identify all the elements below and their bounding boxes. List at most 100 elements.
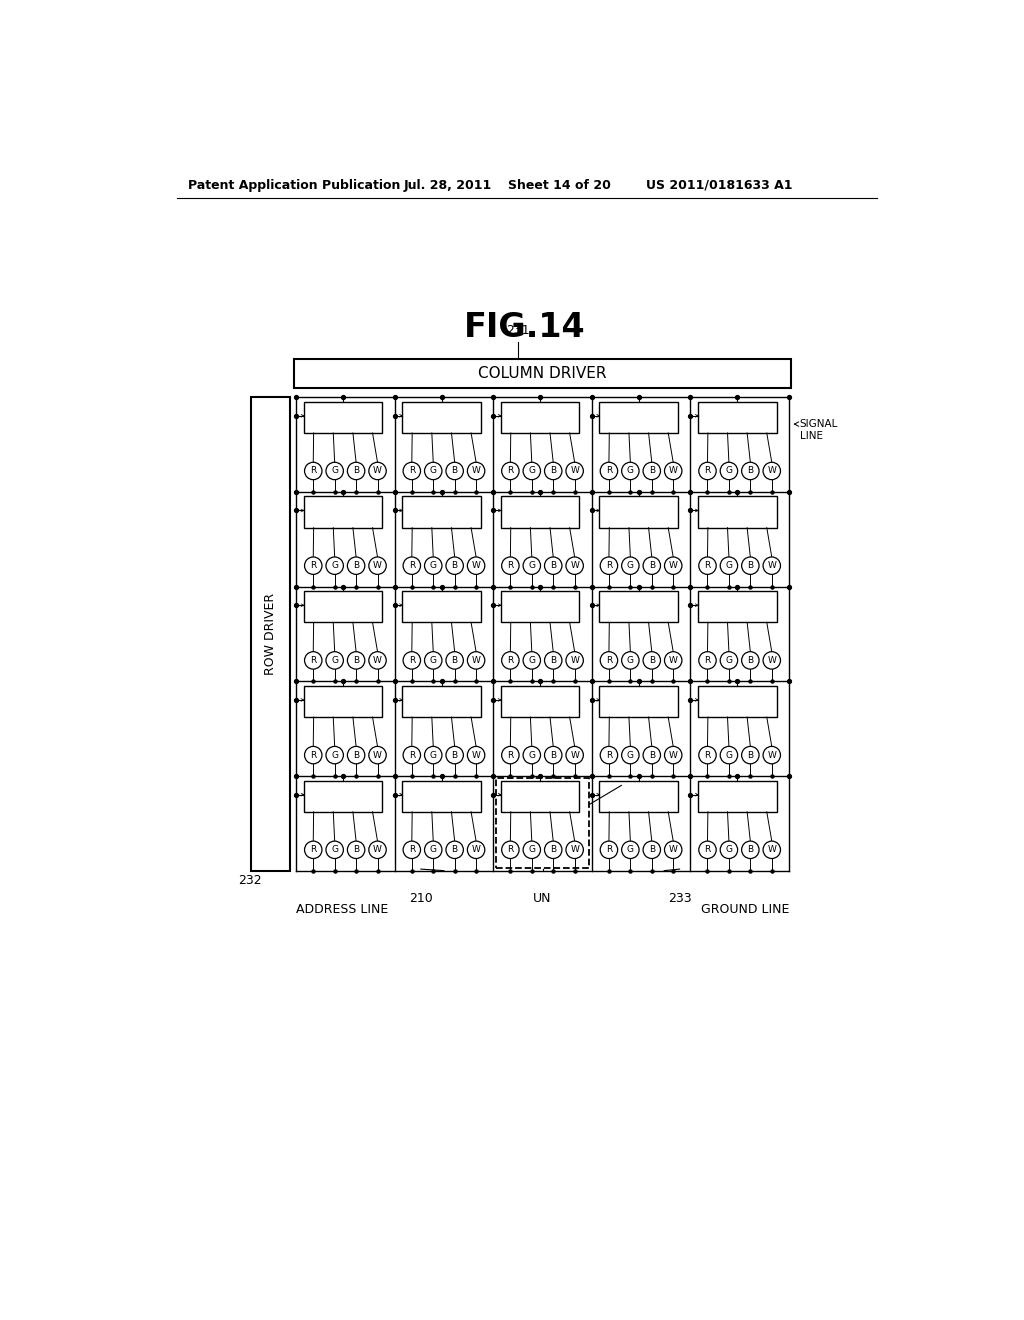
Bar: [304, 686, 382, 717]
Text: B: B: [452, 561, 458, 570]
Text: G: G: [528, 845, 536, 854]
Text: B: B: [748, 751, 754, 759]
Circle shape: [326, 841, 343, 858]
Text: B: B: [452, 845, 458, 854]
Text: G: G: [331, 656, 338, 665]
Text: G: G: [528, 561, 536, 570]
Text: B: B: [550, 656, 556, 665]
Text: B: B: [452, 466, 458, 475]
Bar: [599, 591, 678, 623]
Text: R: R: [507, 561, 513, 570]
Circle shape: [304, 746, 322, 764]
Text: B: B: [649, 751, 654, 759]
Circle shape: [523, 462, 541, 479]
Circle shape: [698, 557, 716, 574]
Circle shape: [347, 746, 365, 764]
Text: R: R: [507, 656, 513, 665]
Circle shape: [425, 462, 442, 479]
Text: G: G: [725, 845, 732, 854]
Text: G: G: [430, 656, 437, 665]
Text: B: B: [748, 466, 754, 475]
Circle shape: [665, 746, 682, 764]
Circle shape: [622, 841, 639, 858]
Bar: [294, 359, 792, 388]
Circle shape: [698, 462, 716, 479]
Circle shape: [502, 841, 519, 858]
Circle shape: [763, 841, 780, 858]
Text: W: W: [570, 751, 580, 759]
Circle shape: [445, 462, 464, 479]
Circle shape: [523, 557, 541, 574]
Circle shape: [347, 462, 365, 479]
Text: W: W: [570, 561, 580, 570]
Circle shape: [304, 557, 322, 574]
Bar: [599, 496, 678, 528]
Bar: [501, 686, 580, 717]
Text: G: G: [430, 466, 437, 475]
Text: G: G: [430, 751, 437, 759]
Text: G: G: [528, 466, 536, 475]
Circle shape: [467, 557, 484, 574]
Text: UN: UN: [534, 892, 552, 906]
Circle shape: [326, 557, 343, 574]
Circle shape: [369, 652, 386, 669]
Text: R: R: [409, 656, 415, 665]
Text: B: B: [550, 561, 556, 570]
Text: W: W: [767, 466, 776, 475]
Bar: [599, 686, 678, 717]
Text: G: G: [627, 656, 634, 665]
Text: R: R: [409, 751, 415, 759]
Text: G: G: [627, 561, 634, 570]
Text: W: W: [669, 466, 678, 475]
Circle shape: [665, 841, 682, 858]
Circle shape: [369, 841, 386, 858]
Circle shape: [545, 841, 562, 858]
Text: B: B: [649, 656, 654, 665]
Text: W: W: [767, 656, 776, 665]
Text: B: B: [353, 751, 359, 759]
Circle shape: [347, 841, 365, 858]
Text: W: W: [767, 561, 776, 570]
Circle shape: [502, 746, 519, 764]
Bar: [698, 686, 776, 717]
Text: R: R: [310, 845, 316, 854]
Text: W: W: [767, 845, 776, 854]
Text: US 2011/0181633 A1: US 2011/0181633 A1: [646, 178, 793, 191]
Text: 233: 233: [668, 892, 691, 906]
Bar: [698, 401, 776, 433]
Text: R: R: [507, 751, 513, 759]
Circle shape: [445, 841, 464, 858]
Text: W: W: [373, 656, 382, 665]
Text: W: W: [472, 561, 480, 570]
Circle shape: [502, 652, 519, 669]
Text: R: R: [606, 466, 612, 475]
Circle shape: [545, 462, 562, 479]
Circle shape: [698, 841, 716, 858]
Text: FIG.14: FIG.14: [464, 312, 586, 345]
Circle shape: [326, 652, 343, 669]
Bar: [402, 591, 481, 623]
Text: B: B: [649, 845, 654, 854]
Circle shape: [369, 557, 386, 574]
Circle shape: [403, 746, 421, 764]
Text: R: R: [705, 466, 711, 475]
Circle shape: [467, 652, 484, 669]
Text: B: B: [353, 466, 359, 475]
Circle shape: [643, 841, 660, 858]
Circle shape: [369, 746, 386, 764]
Bar: [501, 591, 580, 623]
Text: B: B: [353, 845, 359, 854]
Circle shape: [304, 652, 322, 669]
Text: COLUMN DRIVER: COLUMN DRIVER: [478, 366, 607, 380]
Text: 232: 232: [239, 875, 262, 887]
Text: G: G: [430, 561, 437, 570]
Circle shape: [425, 652, 442, 669]
Circle shape: [600, 462, 617, 479]
Text: R: R: [310, 561, 316, 570]
Circle shape: [403, 462, 421, 479]
Circle shape: [566, 462, 584, 479]
Circle shape: [643, 746, 660, 764]
Text: W: W: [570, 845, 580, 854]
Text: W: W: [669, 845, 678, 854]
Circle shape: [403, 557, 421, 574]
